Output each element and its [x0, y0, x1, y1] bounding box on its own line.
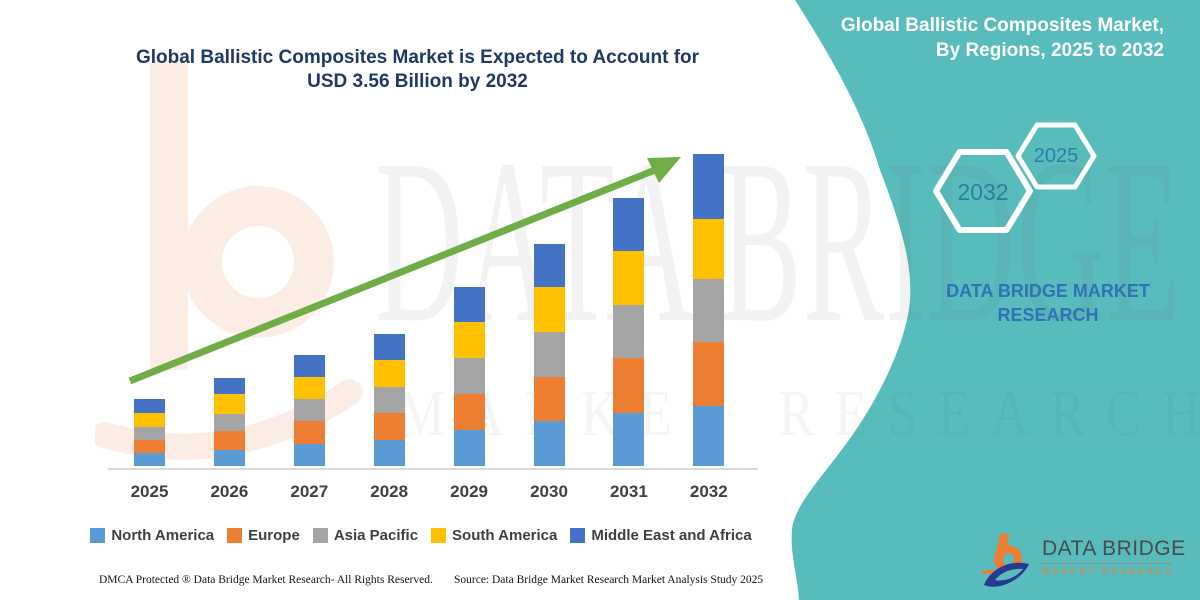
- x-axis-label-2031: 2031: [609, 482, 648, 501]
- teal-panel-shape: [791, 0, 1200, 600]
- footer-logo: DATA BRIDGE MARKET RESEARCH: [980, 529, 1186, 591]
- panel-brand-line1: DATA BRIDGE MARKET: [946, 281, 1150, 301]
- x-axis-line: [108, 468, 758, 470]
- hexagon-2032-outline: [933, 149, 1033, 233]
- watermark-market-research-text: MARKET RESEARCH: [398, 377, 1200, 450]
- legend-label: North America: [111, 527, 215, 544]
- bar-segment-2026-south-america: [213, 394, 245, 415]
- hexagon-2032-label: 2032: [957, 179, 1009, 205]
- panel-brand-line2: RESEARCH: [997, 305, 1099, 325]
- bar-segment-2031-asia-pacific: [613, 304, 645, 359]
- bar-segment-2032-europe: [693, 341, 725, 407]
- legend-label: Asia Pacific: [333, 527, 419, 544]
- x-axis-label-2026: 2026: [210, 482, 249, 501]
- x-axis-label-2029: 2029: [450, 482, 488, 501]
- legend-label: Middle East and Africa: [591, 527, 752, 544]
- panel-brand-text: DATA BRIDGE MARKET RESEARCH: [920, 279, 1176, 327]
- legend-swatch: [227, 528, 243, 543]
- bar-segment-2029-south-america: [453, 322, 485, 359]
- panel-title: Global Ballistic Composites Market, By R…: [744, 13, 1164, 63]
- dmca-notice: DMCA Protected ® Data Bridge Market Rese…: [99, 574, 433, 586]
- bar-segment-2028-middle-east-and-africa: [373, 333, 405, 360]
- bar-segment-2026-asia-pacific: [213, 414, 245, 431]
- bar-segment-2027-north-america: [293, 444, 325, 466]
- source-note: Source: Data Bridge Market Research Mark…: [454, 574, 764, 586]
- bar-segment-2028-asia-pacific: [373, 387, 405, 414]
- chart-title-line2: USD 3.56 Billion by 2032: [307, 71, 528, 92]
- hexagon-2025-outline: [1015, 122, 1097, 190]
- chart-title-line1: Global Ballistic Composites Market is Ex…: [135, 47, 700, 68]
- bar-segment-2031-south-america: [613, 251, 645, 305]
- bar-segment-2027-europe: [293, 421, 325, 445]
- bar-segment-2030-middle-east-and-africa: [533, 243, 565, 288]
- legend-swatch: [431, 528, 447, 543]
- logo-subtitle: MARKET RESEARCH: [1042, 566, 1175, 576]
- bar-segment-2028-north-america: [373, 439, 405, 466]
- bar-segment-2029-north-america: [453, 430, 485, 466]
- bar-segment-2031-north-america: [613, 412, 645, 466]
- databridge-logo-icon: [982, 532, 1029, 587]
- logo-text-block: DATA BRIDGE MARKET RESEARCH: [1042, 529, 1186, 576]
- hexagon-badges: [933, 122, 1097, 233]
- x-axis-label-2032: 2032: [689, 482, 728, 501]
- legend-item-asia-pacific: Asia Pacific: [312, 527, 419, 544]
- bar-segment-2025-south-america: [134, 412, 165, 427]
- bar-segment-2032-asia-pacific: [693, 278, 725, 342]
- bar-segment-2028-south-america: [373, 360, 405, 388]
- logo-divider: [1042, 563, 1172, 564]
- bar-segment-2032-middle-east-and-africa: [693, 154, 725, 219]
- bar-segment-2025-asia-pacific: [134, 426, 165, 440]
- bar-segment-2032-north-america: [693, 406, 725, 466]
- bar-segment-2027-middle-east-and-africa: [293, 354, 325, 377]
- logo-dash: [982, 569, 994, 574]
- legend-label: South America: [452, 527, 558, 544]
- legend-item-south-america: South America: [431, 527, 557, 544]
- legend-label: Europe: [248, 527, 300, 544]
- x-axis-label-2027: 2027: [290, 482, 329, 501]
- bar-segment-2030-north-america: [533, 421, 565, 466]
- legend-swatch: [312, 528, 328, 543]
- bar-segment-2032-south-america: [693, 219, 725, 279]
- bar-segment-2031-middle-east-and-africa: [613, 197, 645, 252]
- bar-segment-2026-north-america: [213, 450, 245, 466]
- legend-swatch: [570, 528, 586, 543]
- bar-segment-2030-asia-pacific: [533, 332, 565, 377]
- logo-name: DATA BRIDGE: [1042, 537, 1186, 560]
- bar-segment-2025-middle-east-and-africa: [134, 398, 165, 413]
- x-axis-label-2028: 2028: [370, 482, 409, 501]
- x-axis-label-2025: 2025: [130, 482, 169, 501]
- bar-segment-2027-asia-pacific: [293, 399, 325, 422]
- bar-segment-2029-asia-pacific: [453, 358, 485, 395]
- bar-segment-2026-middle-east-and-africa: [213, 377, 245, 395]
- bar-segment-2030-europe: [533, 376, 565, 422]
- bar-segment-2025-north-america: [134, 452, 165, 466]
- x-axis-label-2030: 2030: [530, 482, 568, 501]
- panel-title-line1: Global Ballistic Composites Market,: [840, 15, 1164, 36]
- legend-swatch: [90, 528, 106, 543]
- legend-item-north-america: North America: [90, 527, 214, 544]
- hexagon-2025-label: 2025: [1033, 145, 1079, 167]
- legend-item-europe: Europe: [227, 527, 300, 544]
- bar-segment-2025-europe: [134, 439, 165, 453]
- bar-segment-2031-europe: [613, 358, 645, 413]
- chart-legend: North America Europe Asia Pacific South Ame…: [90, 527, 752, 544]
- bar-segment-2029-europe: [453, 394, 485, 431]
- bar-segment-2029-middle-east-and-africa: [453, 287, 485, 323]
- panel-title-line2: By Regions, 2025 to 2032: [935, 40, 1164, 61]
- bar-segment-2028-europe: [373, 413, 405, 440]
- legend-item-middle-east-and-africa: Middle East and Africa: [570, 527, 752, 544]
- logo-swoosh-cutout: [995, 568, 1023, 581]
- bar-segment-2030-south-america: [533, 287, 565, 332]
- bar-segment-2026-europe: [213, 431, 245, 451]
- bar-segment-2027-south-america: [293, 376, 325, 400]
- chart-title: Global Ballistic Composites Market is Ex…: [90, 46, 745, 94]
